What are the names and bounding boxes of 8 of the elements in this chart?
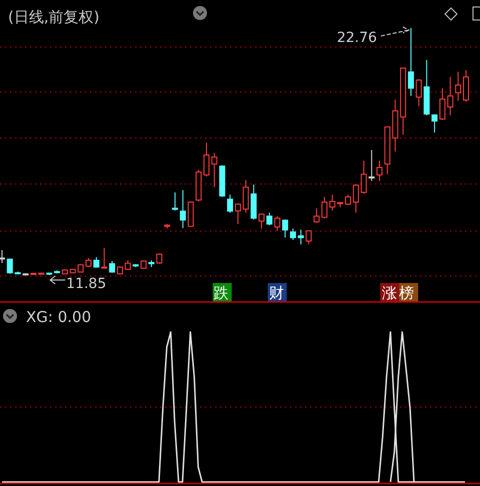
annotation: 22.76: [336, 30, 378, 46]
annotation: 11.85: [49, 276, 106, 292]
chart-title: XG: 0.00: [26, 308, 92, 326]
marker-label: 财: [268, 283, 287, 302]
marker-label: 涨榜: [380, 283, 418, 302]
marker-label: 跌: [212, 283, 232, 302]
chart-title: (日线,前复权): [8, 8, 100, 26]
annotation: 22.76: [336, 26, 410, 46]
